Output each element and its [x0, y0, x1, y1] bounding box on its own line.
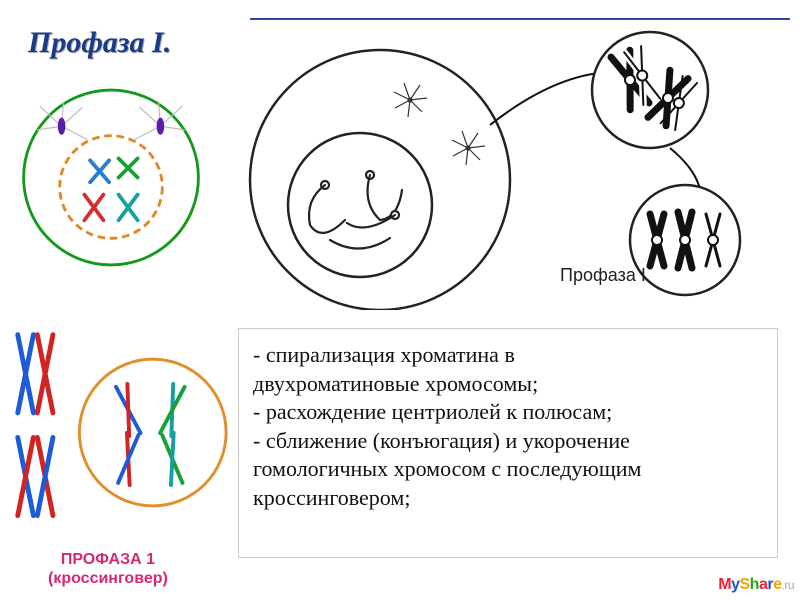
text-line: кроссинговером; — [253, 484, 763, 513]
text-line: двухроматиновые хромосомы; — [253, 370, 763, 399]
header-rule — [250, 18, 790, 20]
crossover-diagram — [6, 320, 231, 555]
crossover-label: ПРОФАЗА 1 (кроссинговер) — [48, 550, 168, 588]
small-cell-svg — [16, 80, 206, 275]
crossover-svg — [6, 320, 231, 545]
logo-char: M — [718, 576, 731, 593]
logo-char: S — [739, 576, 749, 593]
page-title: Профаза I. — [28, 26, 171, 60]
logo-suffix: .ru — [781, 578, 794, 592]
small-cell-diagram — [16, 80, 206, 275]
big-cell-diagram — [230, 30, 770, 310]
logo-char: h — [750, 576, 759, 593]
text-line: гомологичных хромосом с последующим — [253, 455, 763, 484]
big-cell-svg — [230, 30, 770, 310]
text-line: - расхождение центриолей к полюсам; — [253, 398, 763, 427]
big-cell-label: Профаза I — [560, 265, 646, 286]
description-box: - спирализация хроматина в двухроматинов… — [238, 328, 778, 558]
text-line: - сближение (конъюгация) и укорочение — [253, 427, 763, 456]
text-line: - спирализация хроматина в — [253, 341, 763, 370]
watermark-logo: MyShare.ru — [718, 576, 794, 594]
